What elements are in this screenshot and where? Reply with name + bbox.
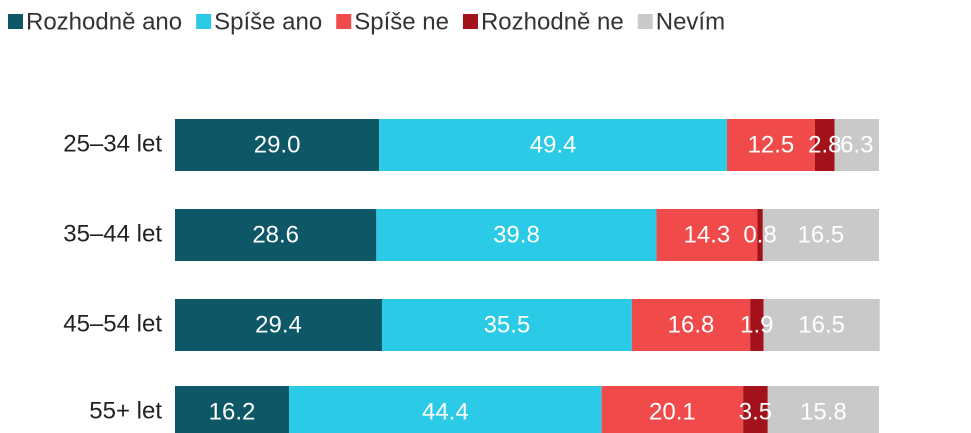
value-label: 16.5 [798, 311, 845, 338]
bar-segment [175, 119, 380, 171]
value-label: 16.5 [798, 221, 845, 248]
bar-segment [376, 209, 657, 261]
legend-label: Rozhodně ano [26, 8, 182, 35]
value-label: 20.1 [649, 398, 696, 425]
legend-label: Spíše ano [214, 8, 322, 35]
value-label: 35.5 [484, 311, 531, 338]
legend-label: Nevím [656, 8, 725, 35]
value-label: 16.8 [668, 311, 715, 338]
bar-segment [175, 209, 377, 261]
legend-swatch [462, 14, 478, 29]
value-label: 0.8 [743, 221, 776, 248]
bar-segment [631, 299, 751, 351]
bar-segment [175, 386, 290, 433]
bar-segment [175, 299, 382, 351]
value-label: 3.5 [739, 398, 772, 425]
bar-segment [726, 119, 815, 171]
legend-swatch [336, 14, 352, 29]
bar-segment [762, 209, 879, 261]
legend-swatch [8, 14, 23, 29]
bar-segment [289, 386, 602, 433]
category-label: 55+ let [89, 397, 162, 424]
bar-segment [381, 299, 632, 351]
bar-segment [750, 299, 764, 351]
value-label: 15.8 [800, 398, 847, 425]
bar-segment [743, 386, 768, 433]
category-label: 45–54 let [63, 310, 162, 337]
bar-segment [763, 299, 880, 351]
value-label: 28.6 [252, 221, 299, 248]
category-label: 35–44 let [63, 220, 162, 247]
legend-swatch [637, 14, 653, 29]
value-label: 1.9 [740, 311, 773, 338]
bar-segment [834, 119, 879, 171]
bar-segment [757, 209, 763, 261]
value-label: 29.4 [255, 311, 302, 338]
value-label: 6.3 [840, 131, 873, 158]
bar-segment [814, 119, 835, 171]
bar-segment [601, 386, 744, 433]
legend-label: Spíše ne [354, 8, 449, 35]
value-label: 39.8 [493, 221, 540, 248]
value-label: 14.3 [684, 221, 731, 248]
value-label: 12.5 [748, 131, 795, 158]
legend-swatch [196, 14, 212, 29]
bar-segment [767, 386, 879, 433]
legend-label: Rozhodně ne [481, 8, 624, 35]
value-label: 16.2 [209, 398, 256, 425]
bar-segment [656, 209, 758, 261]
value-label: 29.0 [254, 131, 301, 158]
category-label: 25–34 let [63, 130, 162, 157]
bar-segment [379, 119, 727, 171]
value-label: 49.4 [530, 131, 577, 158]
value-label: 2.8 [808, 131, 841, 158]
value-label: 44.4 [422, 398, 469, 425]
